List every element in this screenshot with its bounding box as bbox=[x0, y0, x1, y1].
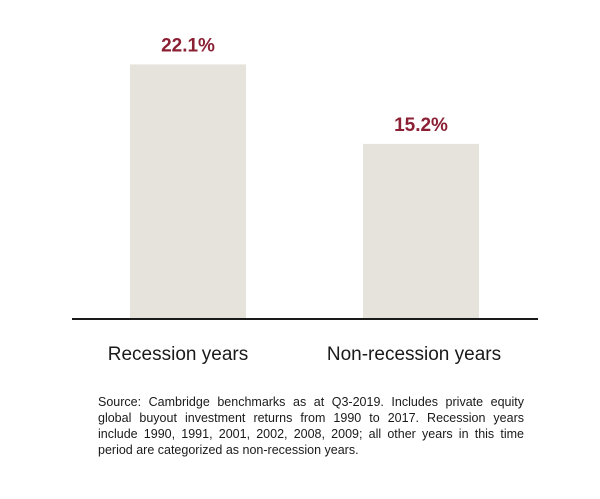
source-footnote: Source: Cambridge benchmarks as at Q3-20… bbox=[98, 395, 524, 457]
value-label-2: 15.2% bbox=[394, 115, 448, 136]
bar-2 bbox=[363, 143, 479, 319]
bar-1 bbox=[130, 64, 246, 320]
category-label-2: Non-recession years bbox=[327, 344, 501, 365]
value-label-1: 22.1% bbox=[161, 35, 215, 56]
bar-chart: 22.1% Recession years 15.2% Non-recession y… bbox=[72, 35, 538, 365]
category-label-1: Recession years bbox=[108, 344, 248, 365]
